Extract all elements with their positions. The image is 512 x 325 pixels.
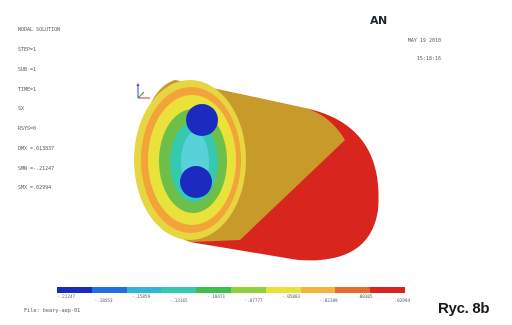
info-line: DMX =.013837 (18, 145, 55, 152)
legend-swatch (196, 287, 231, 293)
legend-swatch (126, 287, 162, 293)
legend-tick-labels: -.21247 -.18553 -.15859 -.13165 -.10471 -.077… (57, 295, 417, 304)
stamp-date: MAY 19 2010 (407, 38, 441, 44)
axis-triad-icon (136, 83, 150, 99)
legend-swatch (300, 287, 336, 293)
legend-tick-label: -.10471 (207, 295, 226, 300)
legend-tick-label: .00305 (357, 295, 373, 300)
info-line: STEP=1 (18, 46, 37, 53)
core-lower (180, 166, 212, 198)
legend-swatch (230, 287, 266, 293)
legend-swatch (91, 287, 127, 293)
info-line: SMX =.02994 (18, 185, 52, 192)
info-line: TIME=1 (18, 86, 37, 93)
info-line: RSYS=0 (18, 126, 37, 133)
color-legend-bar (57, 287, 405, 293)
logo: AN (370, 14, 387, 27)
legend-swatch (161, 287, 197, 293)
info-line: SMN =-.21247 (18, 165, 55, 172)
legend-tick-label: -.07777 (244, 299, 263, 304)
legend-tick-label: -.21247 (57, 295, 76, 300)
legend-swatch (57, 287, 92, 293)
legend-tick-label: -.05083 (282, 295, 301, 300)
info-line: SUB =1 (18, 66, 37, 73)
solution-title: NODAL SOLUTION (18, 27, 61, 34)
legend-swatch (265, 287, 301, 293)
date-stamp: MAY 19 2010 15:18:16 (393, 26, 441, 74)
file-label: File: beary-aep-01 (24, 308, 81, 314)
legend-tick-label: -.02389 (319, 299, 338, 304)
stamp-time: 15:18:16 (416, 56, 441, 62)
legend-tick-label: .02994 (394, 299, 411, 304)
legend-swatch (335, 287, 371, 293)
legend-tick-label: -.18553 (94, 299, 113, 304)
figure-caption: Ryc. 8b (438, 300, 490, 317)
core-upper (186, 104, 218, 136)
solution-info: NODAL SOLUTION STEP=1 SUB =1 TIME=1 SX R… (18, 14, 60, 205)
legend-swatch (370, 287, 405, 293)
fea-cylinder-model (134, 80, 379, 261)
info-line: SX (18, 106, 25, 113)
legend-tick-label: -.13165 (169, 299, 188, 304)
legend-tick-label: -.15859 (132, 295, 151, 300)
